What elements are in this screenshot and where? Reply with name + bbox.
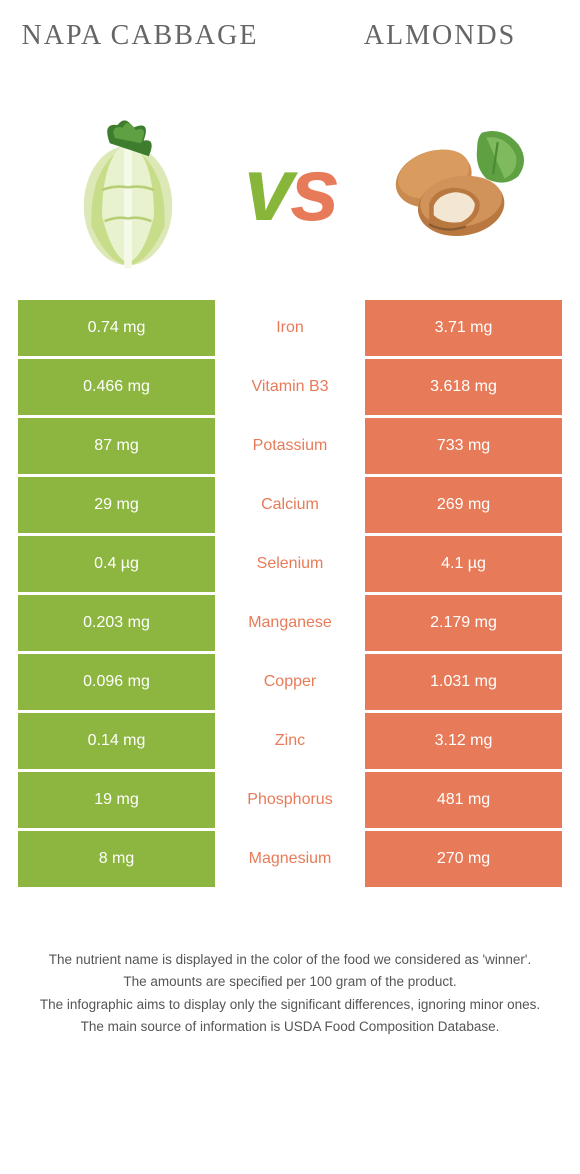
nutrient-name: Selenium (215, 536, 365, 592)
left-value: 0.14 mg (18, 713, 215, 769)
hero-row: vs (0, 100, 580, 300)
left-value: 0.203 mg (18, 595, 215, 651)
left-value: 87 mg (18, 418, 215, 474)
nutrient-row: 0.203 mgManganese2.179 mg (18, 595, 562, 651)
footnote-line: The infographic aims to display only the… (30, 995, 550, 1015)
footnotes: The nutrient name is displayed in the co… (0, 890, 580, 1037)
nutrient-row: 8 mgMagnesium270 mg (18, 831, 562, 887)
nutrient-row: 19 mgPhosphorus481 mg (18, 772, 562, 828)
left-value: 0.74 mg (18, 300, 215, 356)
nutrient-name: Potassium (215, 418, 365, 474)
right-value: 733 mg (365, 418, 562, 474)
nutrient-name: Zinc (215, 713, 365, 769)
nutrient-name: Manganese (215, 595, 365, 651)
nutrient-row: 0.466 mgVitamin B33.618 mg (18, 359, 562, 415)
nutrient-name: Magnesium (215, 831, 365, 887)
food-title-right: Almonds (320, 20, 560, 52)
right-value: 4.1 µg (365, 536, 562, 592)
napa-cabbage-icon (48, 110, 208, 270)
header: Napa cabbage Almonds (0, 0, 580, 100)
left-value: 19 mg (18, 772, 215, 828)
right-value: 1.031 mg (365, 654, 562, 710)
almonds-icon (372, 110, 532, 270)
right-value: 270 mg (365, 831, 562, 887)
footnote-line: The amounts are specified per 100 gram o… (30, 972, 550, 992)
nutrient-name: Copper (215, 654, 365, 710)
nutrient-row: 0.096 mgCopper1.031 mg (18, 654, 562, 710)
nutrient-name: Calcium (215, 477, 365, 533)
nutrient-name: Iron (215, 300, 365, 356)
right-value: 3.12 mg (365, 713, 562, 769)
right-value: 269 mg (365, 477, 562, 533)
left-value: 8 mg (18, 831, 215, 887)
nutrient-row: 0.74 mgIron3.71 mg (18, 300, 562, 356)
right-value: 3.71 mg (365, 300, 562, 356)
nutrient-row: 0.4 µgSelenium4.1 µg (18, 536, 562, 592)
nutrient-name: Phosphorus (215, 772, 365, 828)
right-value: 481 mg (365, 772, 562, 828)
left-value: 29 mg (18, 477, 215, 533)
nutrient-row: 0.14 mgZinc3.12 mg (18, 713, 562, 769)
vs-label: vs (244, 139, 336, 242)
nutrient-name: Vitamin B3 (215, 359, 365, 415)
nutrient-row: 29 mgCalcium269 mg (18, 477, 562, 533)
left-value: 0.4 µg (18, 536, 215, 592)
comparison-table: 0.74 mgIron3.71 mg0.466 mgVitamin B33.61… (0, 300, 580, 887)
right-value: 2.179 mg (365, 595, 562, 651)
nutrient-row: 87 mgPotassium733 mg (18, 418, 562, 474)
food-title-left: Napa cabbage (20, 20, 260, 52)
left-value: 0.466 mg (18, 359, 215, 415)
footnote-line: The main source of information is USDA F… (30, 1017, 550, 1037)
left-value: 0.096 mg (18, 654, 215, 710)
right-value: 3.618 mg (365, 359, 562, 415)
footnote-line: The nutrient name is displayed in the co… (30, 950, 550, 970)
